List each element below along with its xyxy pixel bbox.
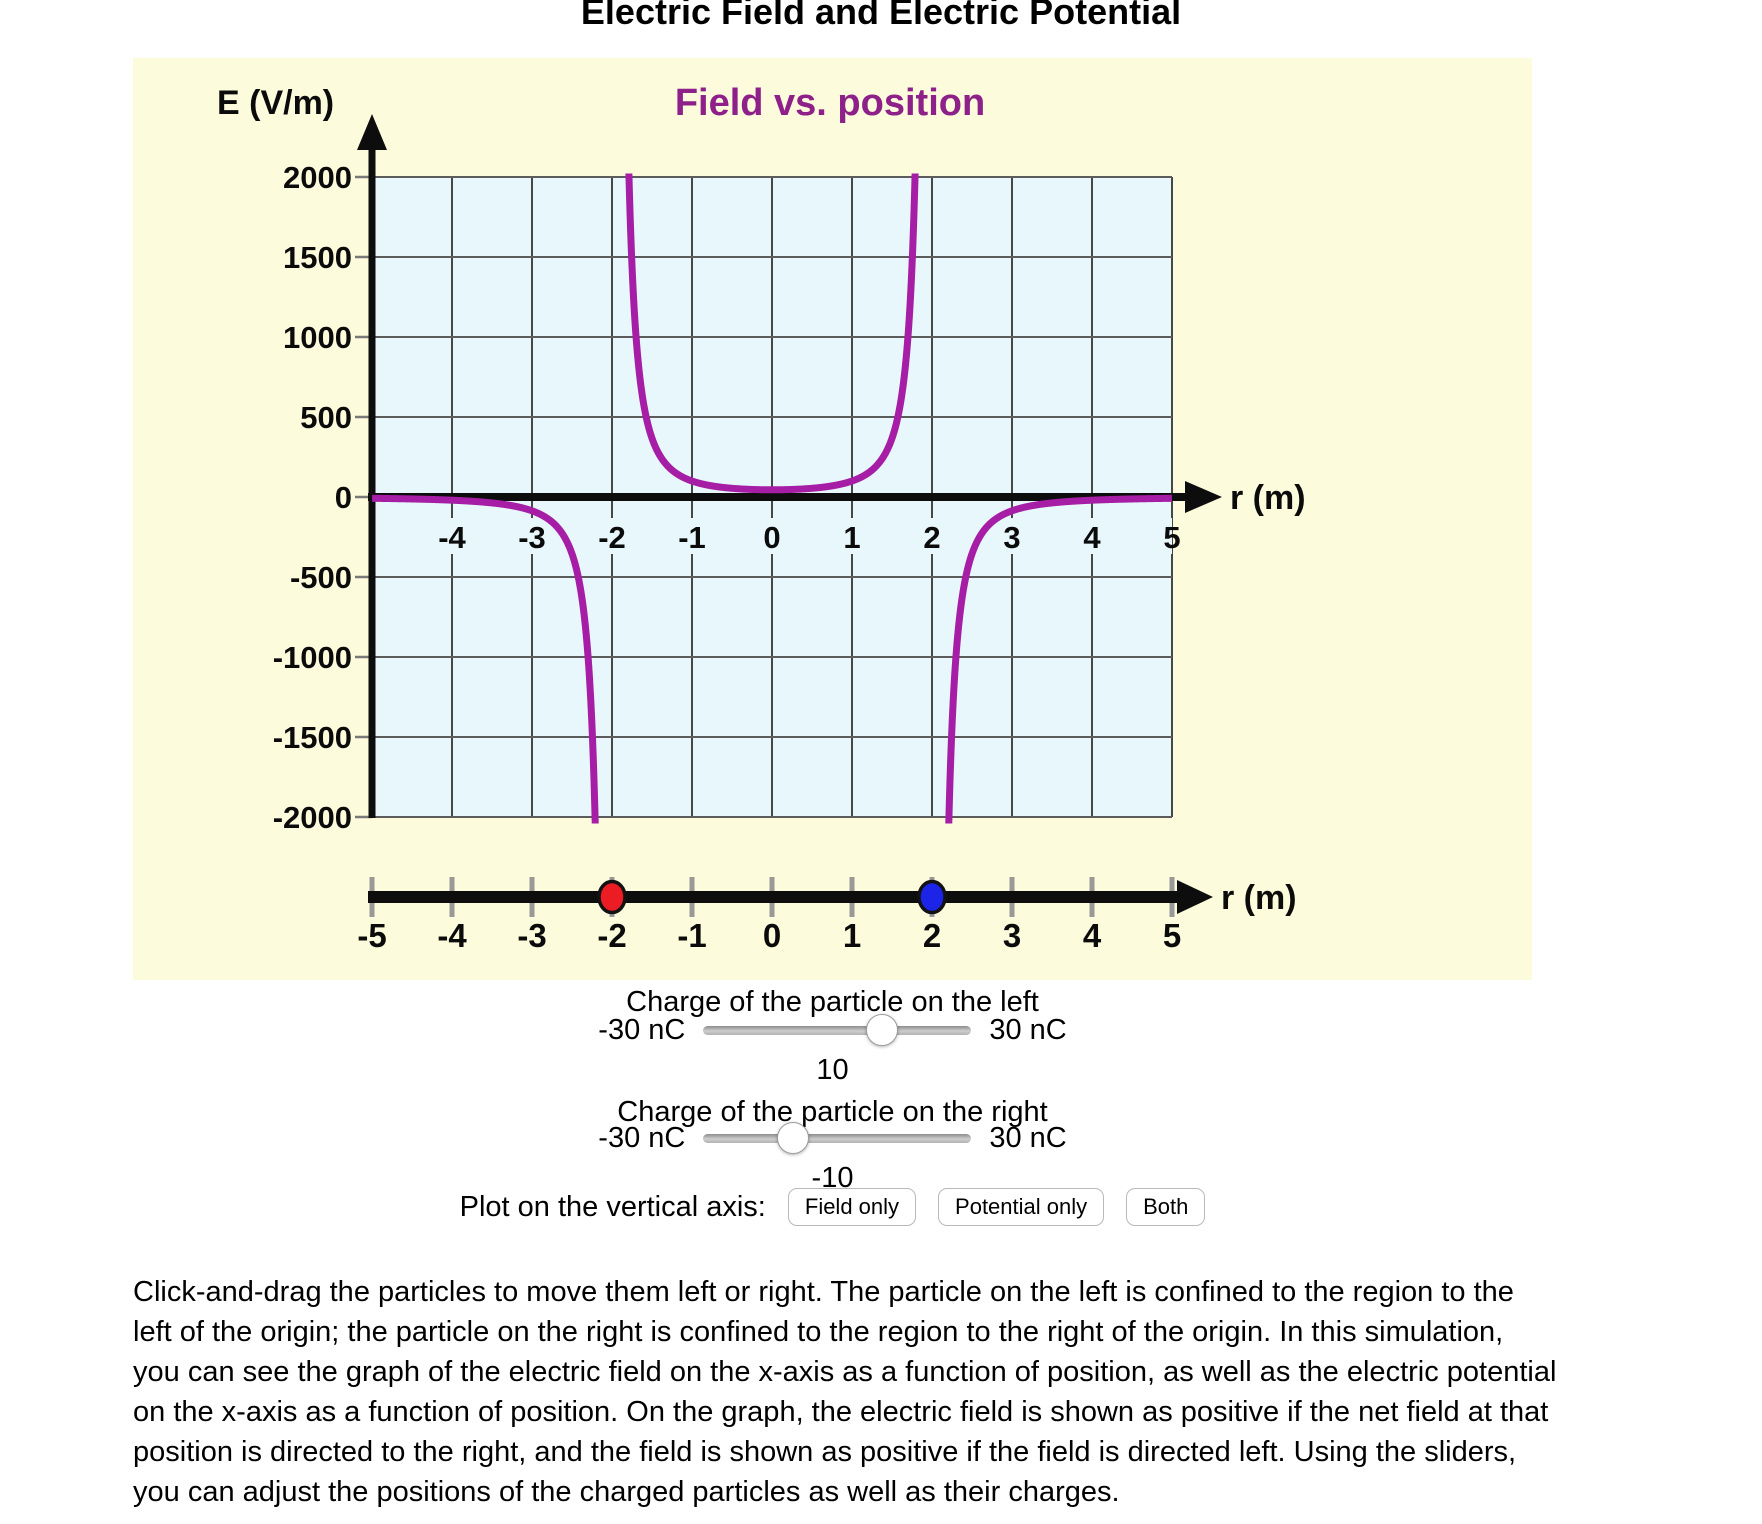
x-tick-label: -1 bbox=[678, 520, 706, 555]
y-axis-label: E (V/m) bbox=[217, 84, 334, 122]
numberline-tick-label: 2 bbox=[923, 917, 941, 954]
y-axis-arrow bbox=[357, 114, 387, 150]
field-only-button[interactable]: Field only bbox=[787, 1188, 917, 1226]
numberline-tick-label: 5 bbox=[1163, 917, 1181, 954]
left-charge-slider-thumb[interactable] bbox=[865, 1014, 898, 1046]
numberline-tick-label: 3 bbox=[1003, 917, 1021, 954]
description-text: Click-and-drag the particles to move the… bbox=[133, 1276, 1557, 1508]
numberline-tick-label: 4 bbox=[1083, 917, 1102, 954]
x-tick-label: 1 bbox=[843, 520, 860, 555]
field-curve-segment bbox=[625, 173, 919, 494]
x-tick-label: 0 bbox=[763, 520, 780, 555]
y-tick-label: 2000 bbox=[283, 160, 352, 195]
plot-axis-caption: Plot on the vertical axis: bbox=[459, 1190, 766, 1223]
right-particle-dot[interactable] bbox=[917, 879, 947, 915]
y-tick-label: -2000 bbox=[273, 800, 352, 835]
left-charge-title: Charge of the particle on the left bbox=[626, 986, 1039, 1018]
numberline-tick-label: 1 bbox=[843, 917, 861, 954]
x-tick-label: 4 bbox=[1083, 520, 1101, 555]
numberline-tick-label: 0 bbox=[763, 917, 781, 954]
x-label-band bbox=[375, 518, 1172, 554]
numberline-tick-label: -2 bbox=[597, 917, 626, 954]
y-tick-label: -1000 bbox=[273, 640, 352, 675]
right-charge-title: Charge of the particle on the right bbox=[617, 1096, 1048, 1128]
x-tick-label: 2 bbox=[923, 520, 940, 555]
x-axis-arrow bbox=[1185, 481, 1222, 513]
y-tick-label: 0 bbox=[335, 480, 352, 515]
right-charge-max-label: 30 nC bbox=[989, 1121, 1067, 1154]
page-title: Electric Field and Electric Potential bbox=[580, 0, 1182, 32]
numberline-tick-label: -4 bbox=[437, 917, 467, 954]
numberline-label: r (m) bbox=[1221, 879, 1297, 917]
right-charge-slider-thumb[interactable] bbox=[776, 1122, 809, 1154]
left-charge-max-label: 30 nC bbox=[989, 1013, 1067, 1046]
potential-only-button[interactable]: Potential only bbox=[938, 1188, 1105, 1226]
y-tick-label: 1000 bbox=[283, 320, 352, 355]
numberline-arrow bbox=[1177, 880, 1213, 914]
field-curve-segment bbox=[945, 494, 1176, 824]
chart-title: Field vs. position bbox=[675, 82, 985, 124]
left-charge-value: 10 bbox=[816, 1054, 849, 1086]
y-tick-label: -1500 bbox=[273, 720, 352, 755]
numberline-tick-label: -5 bbox=[357, 917, 386, 954]
x-tick-label: -4 bbox=[438, 520, 466, 555]
simulation-panel: -4 -3 -2 -1 0 1 2 3 4 5 2000 1500 1000 500 0 -500 -1000 -… bbox=[133, 58, 1532, 980]
chart-svg: -4 -3 -2 -1 0 1 2 3 4 5 2000 1500 1000 500 0 -500 -1000 -… bbox=[217, 82, 1306, 954]
x-tick-label: -3 bbox=[518, 520, 546, 555]
right-charge-slider[interactable] bbox=[703, 1122, 972, 1154]
y-tick-label: 500 bbox=[300, 400, 352, 435]
field-curve-segment bbox=[369, 494, 599, 824]
y-tick-label: 1500 bbox=[283, 240, 352, 275]
x-tick-label: -2 bbox=[598, 520, 626, 555]
right-charge-min-label: -30 nC bbox=[598, 1121, 686, 1154]
x-axis-label: r (m) bbox=[1230, 479, 1306, 517]
x-tick-label: 3 bbox=[1003, 520, 1020, 555]
left-charge-min-label: -30 nC bbox=[598, 1013, 686, 1046]
left-charge-slider[interactable] bbox=[703, 1014, 972, 1046]
both-button[interactable]: Both bbox=[1126, 1188, 1206, 1226]
numberline-tick-label: -3 bbox=[517, 917, 546, 954]
y-tick-label: -500 bbox=[290, 560, 352, 595]
x-tick-label: 5 bbox=[1163, 520, 1180, 555]
numberline-tick-label: -1 bbox=[677, 917, 706, 954]
left-particle-dot[interactable] bbox=[597, 879, 627, 915]
